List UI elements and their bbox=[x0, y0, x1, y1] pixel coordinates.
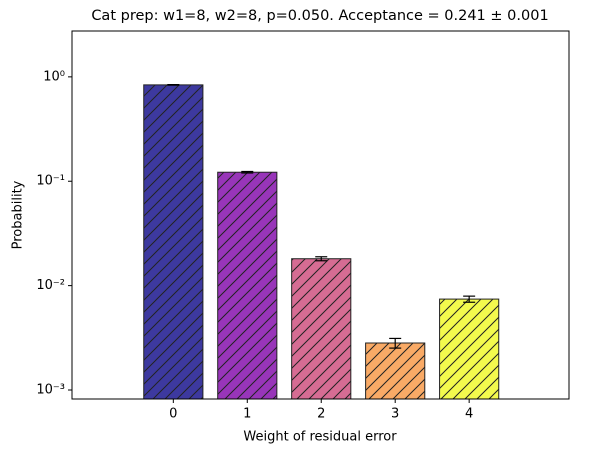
y-tick-label: 10⁻¹ bbox=[36, 174, 65, 189]
x-axis-label: Weight of residual error bbox=[243, 430, 397, 445]
bar-hatch bbox=[143, 84, 203, 399]
x-tick-label: 0 bbox=[169, 407, 177, 422]
x-tick-label: 4 bbox=[465, 407, 473, 422]
x-tick-label: 2 bbox=[317, 407, 325, 422]
plot-frame bbox=[71, 30, 570, 400]
x-tick-label: 3 bbox=[391, 407, 399, 422]
bar-hatch bbox=[291, 258, 351, 399]
y-tick-label: 10⁻² bbox=[36, 278, 65, 293]
bar-hatch bbox=[365, 343, 425, 399]
chart-title: Cat prep: w1=8, w2=8, p=0.050. Acceptanc… bbox=[91, 8, 548, 24]
y-tick-label: 10⁰ bbox=[43, 69, 65, 84]
y-tick-label: 10⁻³ bbox=[36, 383, 65, 398]
bar-hatch bbox=[217, 172, 277, 399]
y-axis-label: Probability bbox=[11, 180, 26, 249]
bar-hatch bbox=[439, 299, 499, 399]
x-tick-label: 1 bbox=[243, 407, 251, 422]
